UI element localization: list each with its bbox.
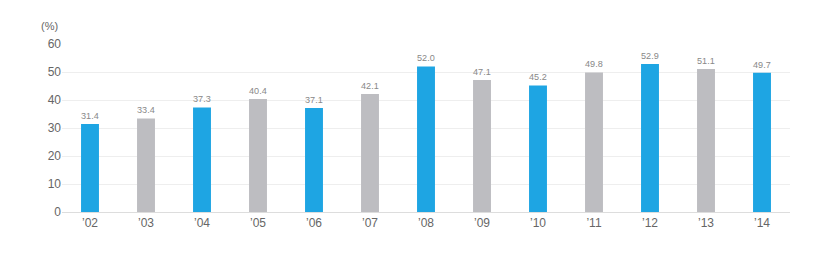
svg-text:20: 20 bbox=[48, 149, 62, 163]
svg-text:’11: ’11 bbox=[586, 216, 601, 230]
svg-text:40.4: 40.4 bbox=[249, 86, 267, 96]
svg-text:37.3: 37.3 bbox=[193, 94, 211, 104]
svg-text:52.0: 52.0 bbox=[417, 53, 435, 63]
svg-text:51.1: 51.1 bbox=[697, 56, 715, 66]
svg-text:49.8: 49.8 bbox=[585, 59, 603, 69]
svg-text:’12: ’12 bbox=[642, 216, 658, 230]
svg-text:’13: ’13 bbox=[698, 216, 714, 230]
svg-text:37.1: 37.1 bbox=[305, 95, 323, 105]
svg-text:’10: ’10 bbox=[530, 216, 546, 230]
svg-text:10: 10 bbox=[48, 177, 62, 191]
svg-text:0: 0 bbox=[54, 205, 61, 219]
svg-text:(%): (%) bbox=[41, 20, 58, 32]
svg-text:50: 50 bbox=[48, 65, 62, 79]
svg-text:’05: ’05 bbox=[250, 216, 266, 230]
svg-text:’14: ’14 bbox=[754, 216, 770, 230]
svg-text:49.7: 49.7 bbox=[753, 60, 771, 70]
svg-text:31.4: 31.4 bbox=[81, 111, 99, 121]
svg-text:42.1: 42.1 bbox=[361, 81, 379, 91]
svg-text:47.1: 47.1 bbox=[473, 67, 491, 77]
svg-text:30: 30 bbox=[48, 121, 62, 135]
svg-text:40: 40 bbox=[48, 93, 62, 107]
svg-text:’04: ’04 bbox=[194, 216, 210, 230]
svg-text:33.4: 33.4 bbox=[137, 105, 155, 115]
svg-text:’02: ’02 bbox=[82, 216, 98, 230]
svg-text:52.9: 52.9 bbox=[641, 51, 659, 61]
svg-text:’07: ’07 bbox=[362, 216, 378, 230]
svg-text:’09: ’09 bbox=[474, 216, 490, 230]
svg-text:’08: ’08 bbox=[418, 216, 434, 230]
svg-text:45.2: 45.2 bbox=[529, 72, 547, 82]
svg-text:60: 60 bbox=[48, 37, 62, 51]
svg-text:’03: ’03 bbox=[138, 216, 154, 230]
svg-text:’06: ’06 bbox=[306, 216, 322, 230]
